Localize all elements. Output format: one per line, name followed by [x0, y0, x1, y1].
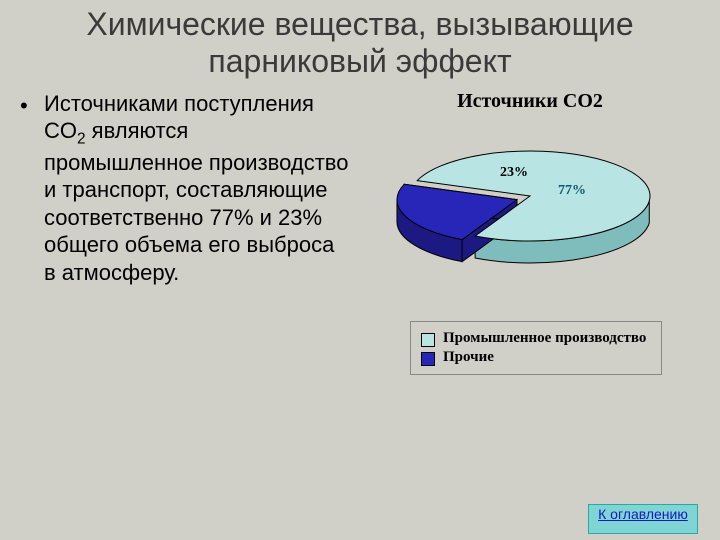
legend-item-0: Промышленное производство — [421, 330, 651, 347]
slide-body: • Источниками поступления СO2 являются п… — [0, 80, 720, 375]
legend-label-0: Промышленное производство — [443, 330, 646, 347]
pie-chart: 77% 23% — [380, 131, 680, 281]
slide-title: Химические вещества, вызывающие парников… — [0, 0, 720, 80]
pie-label-23: 23% — [500, 165, 528, 181]
chart-legend: Промышленное производство Прочие — [410, 321, 662, 375]
slide-root: Химические вещества, вызывающие парников… — [0, 0, 720, 540]
pie-svg — [380, 131, 680, 281]
legend-item-1: Прочие — [421, 349, 651, 366]
bullet-list: • Источниками поступления СO2 являются п… — [20, 90, 360, 375]
legend-swatch-0 — [421, 333, 435, 347]
legend-swatch-1 — [421, 352, 435, 366]
chart-area: Источники СО2 77% 23% Промышленное произ… — [360, 90, 700, 375]
pie-label-77: 77% — [558, 183, 586, 199]
bullet-marker: • — [20, 90, 44, 120]
list-item: • Источниками поступления СO2 являются п… — [20, 90, 350, 287]
to-contents-button[interactable]: К оглавлению — [588, 504, 698, 534]
legend-label-1: Прочие — [443, 349, 494, 366]
bullet-text: Источниками поступления СO2 являются про… — [44, 90, 350, 287]
chart-title: Источники СО2 — [360, 90, 700, 113]
